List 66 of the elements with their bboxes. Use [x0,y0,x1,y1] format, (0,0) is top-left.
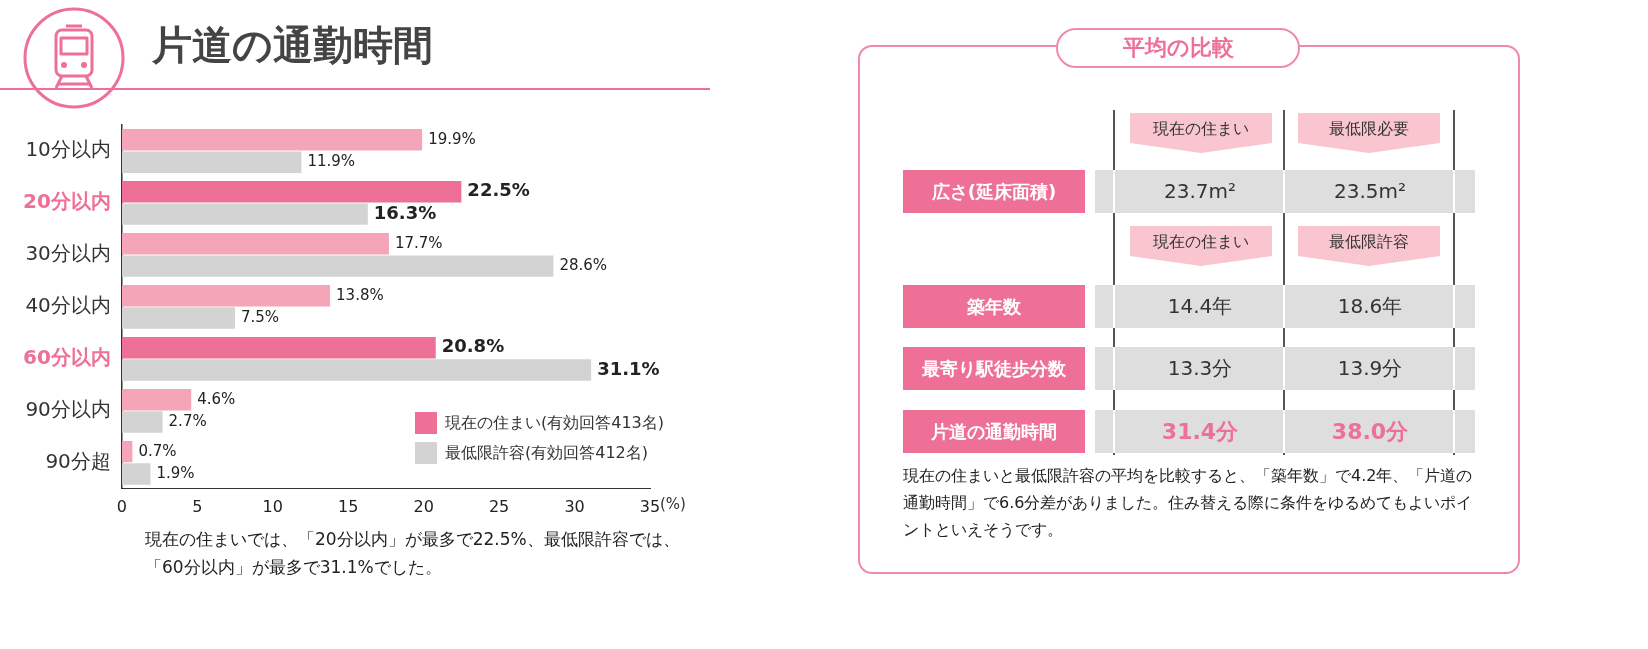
text: 最低限必要 [1298,113,1440,153]
text: 18.6年 [1336,293,1404,320]
bar [121,151,302,173]
x-tick-label: 30 [564,496,585,516]
x-tick-label: 0 [116,496,127,516]
text: 最低限許容 [1298,226,1440,266]
data-label: 16.3% [373,201,437,223]
text: 現在の住まい [1130,113,1272,153]
text: 23.5m² [1333,178,1407,205]
text: 23.7m² [1163,178,1237,205]
y-tick-label: 10分以内 [25,137,111,162]
x-tick-label: 25 [488,496,510,516]
bar [121,255,554,277]
x-tick-label: 10 [262,496,283,516]
text: 現在の住まいと最低限許容の平均を比較すると、「築年数」で4.2年、「片道の通勤時間」で6.6分差がありました。住み替える際に条件をゆるめてもよいポイントといえそうです。 [903,465,1474,541]
text: 現在の住まいでは、「20分以内」が最多で22.5%、最低限許容では、「60分以内」が最多で31.1%でした。 [145,528,681,579]
x-axis-title: (%) [660,495,686,514]
data-label: 1.9% [156,463,195,482]
text: 平均の比較 [1056,28,1300,68]
text: 現在の住まい [1130,226,1272,266]
data-label: 20.8% [441,335,505,357]
bar [121,233,389,255]
x-tick-label: 15 [338,496,359,516]
bar [121,388,192,411]
bar [121,285,331,307]
text: 13.3分 [1166,355,1234,382]
y-tick-label: 90分超 [45,449,111,474]
bar [121,129,423,151]
text: 広さ(延床面積) [903,170,1085,213]
y-tick-label: 60分以内 [22,345,111,370]
bar [121,181,462,203]
data-label: 13.8% [336,285,384,304]
text: 38.0分 [1330,418,1410,446]
y-tick-label: 40分以内 [25,293,111,318]
bar [121,359,592,381]
data-label: 28.6% [559,255,608,274]
text: 最寄り駅徒歩分数 [903,347,1085,390]
text: 14.4年 [1166,293,1234,320]
chart-title: 片道の通勤時間 [152,21,433,70]
bar [121,411,163,433]
bar [121,336,436,359]
data-label: 7.5% [241,307,280,326]
bar [121,307,236,329]
y-tick-label: 90分以内 [25,397,111,422]
bar [121,463,151,485]
legend-label: 最低限許容(有効回答412名) [445,442,649,464]
legend-label: 現在の住まい(有効回答413名) [445,412,665,434]
x-tick-label: 5 [192,496,203,516]
y-tick-label: 30分以内 [25,241,111,266]
data-label: 2.7% [168,411,207,430]
bar [121,440,133,463]
data-label: 31.1% [597,357,660,379]
data-label: 19.9% [428,129,476,148]
text: 片道の通勤時間 [903,410,1085,453]
bar [121,203,368,225]
y-tick-label: 20分以内 [22,189,111,214]
text: 31.4分 [1160,418,1240,446]
data-label: 4.6% [197,389,236,408]
data-label: 17.7% [394,233,443,252]
x-tick-label: 20 [413,496,434,516]
data-label: 0.7% [138,441,177,460]
x-tick-label: 35 [639,496,661,516]
data-label: 22.5% [467,179,530,201]
text: 13.9分 [1336,355,1404,382]
text: 築年数 [903,285,1085,328]
data-label: 11.9% [307,152,356,171]
